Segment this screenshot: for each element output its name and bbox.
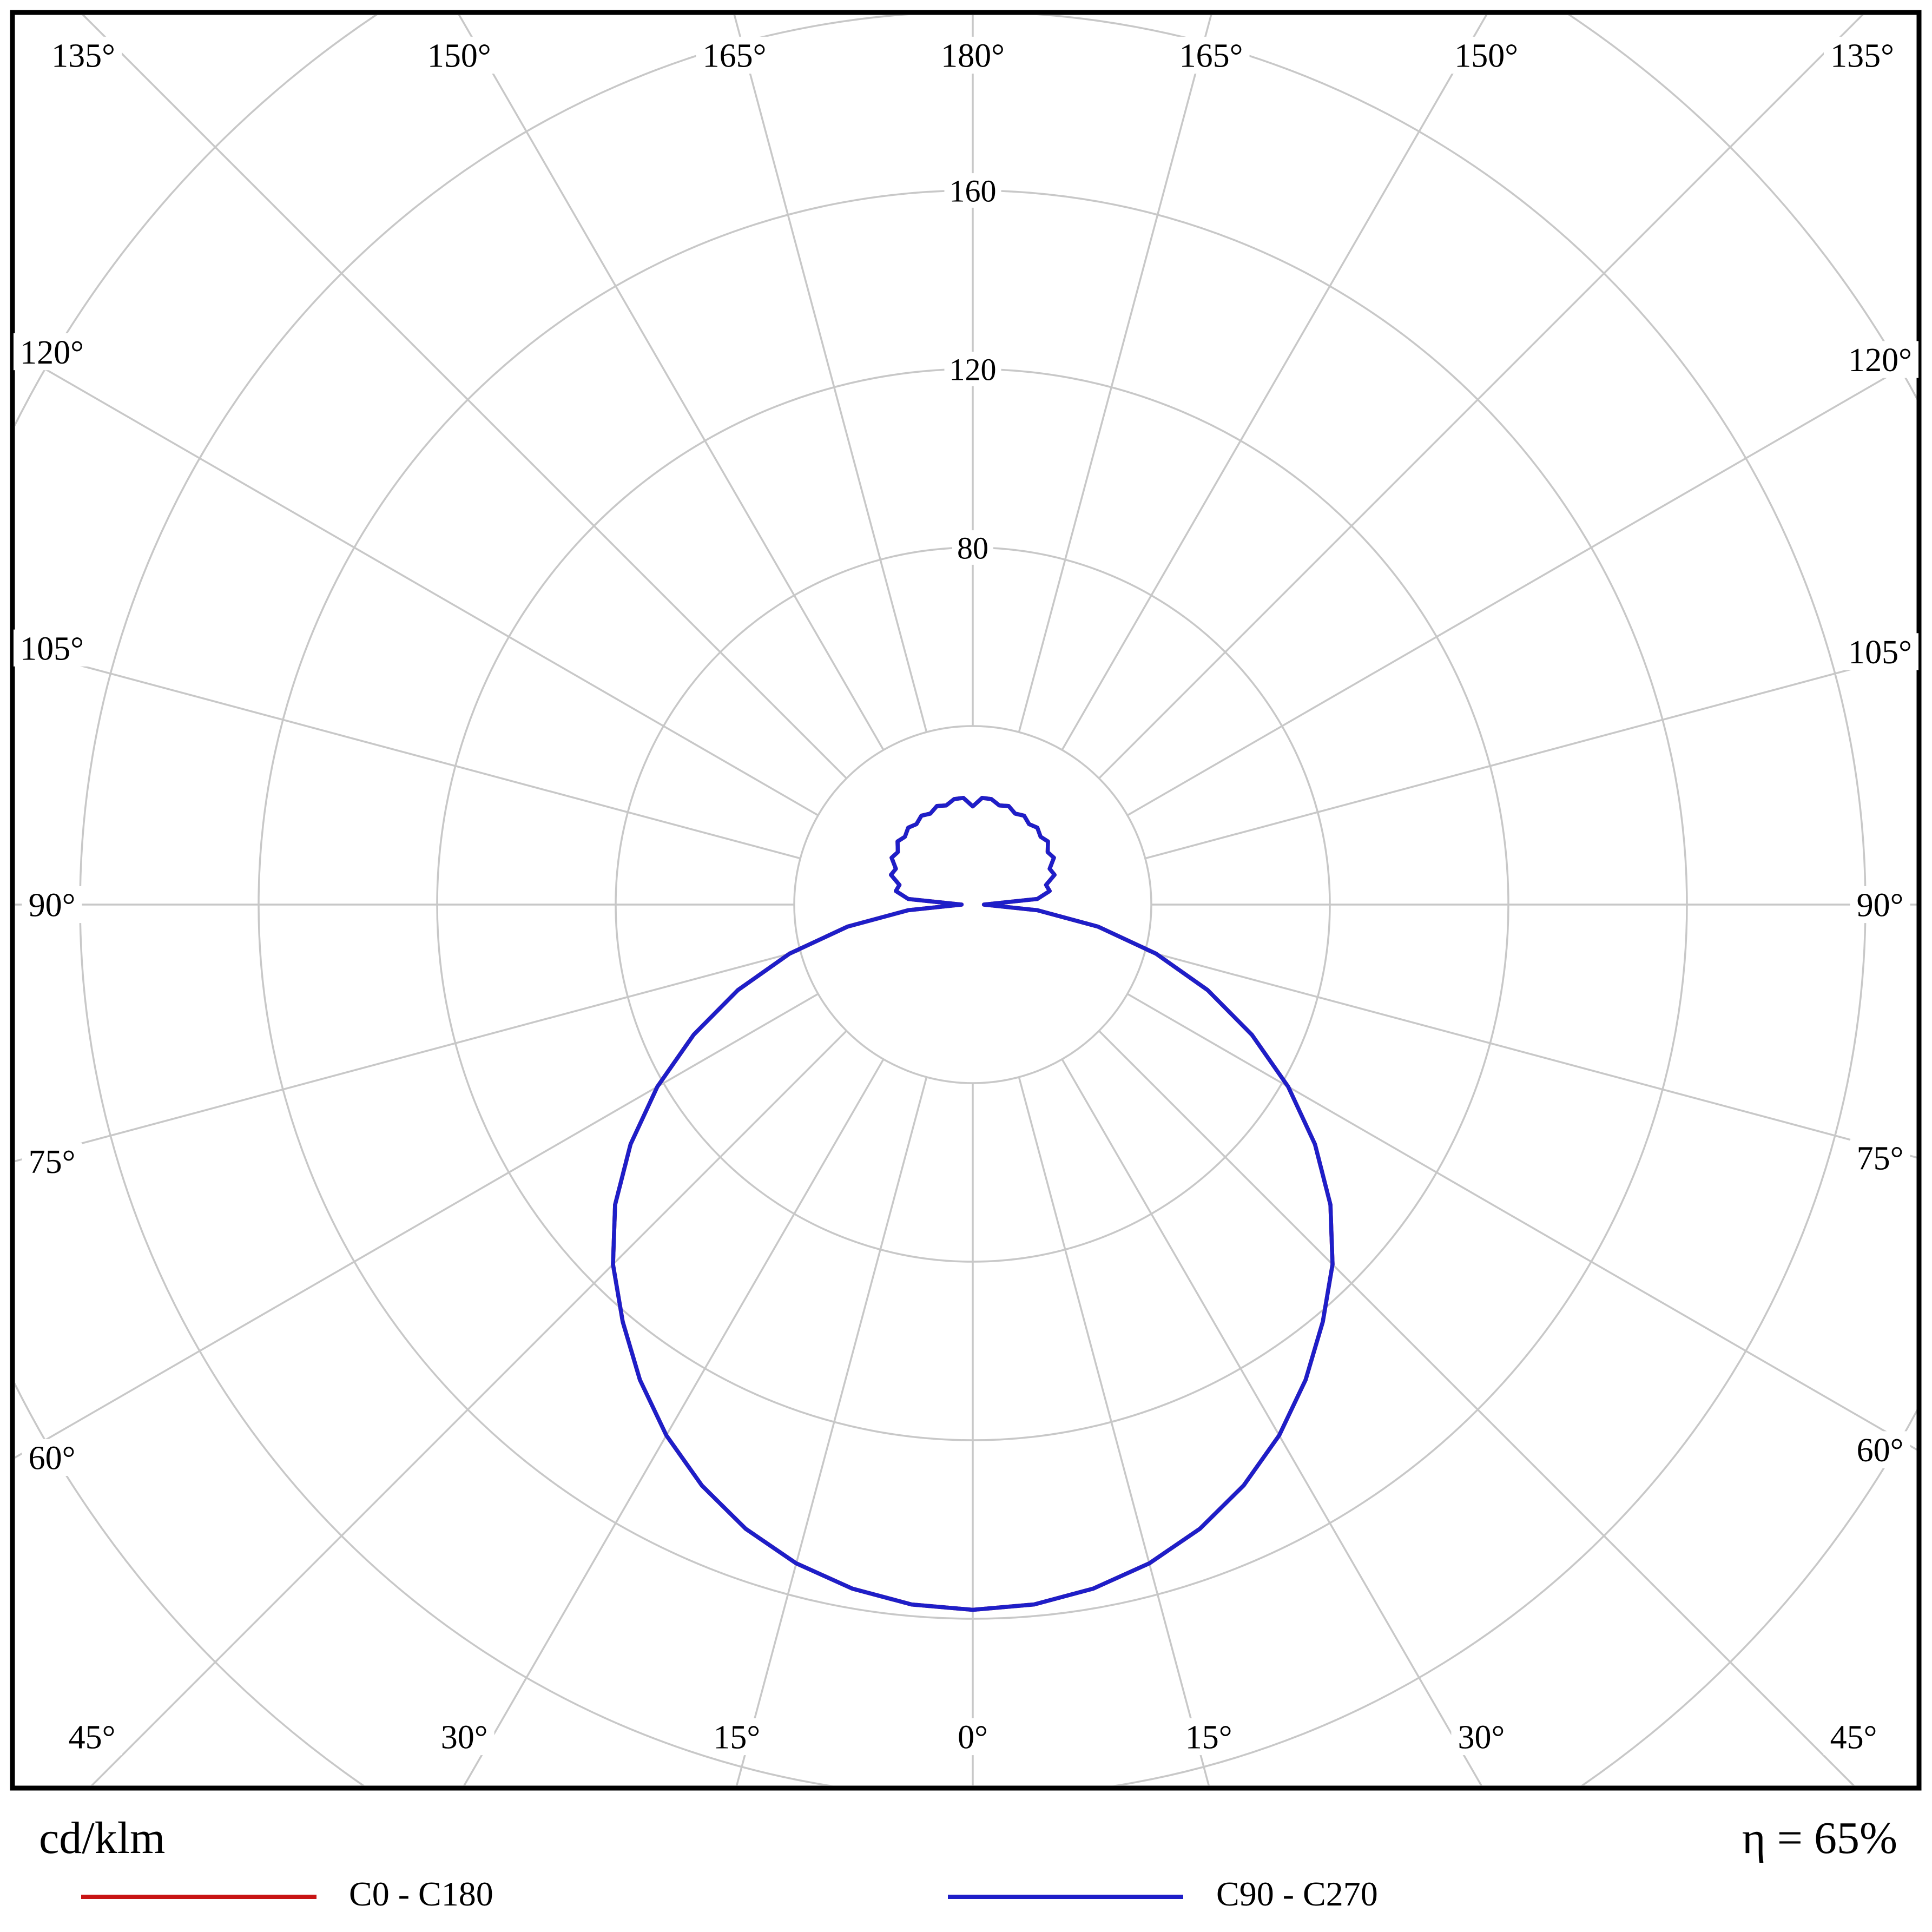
angle-tick-label: 0° xyxy=(958,1719,988,1756)
angle-tick-label: 135° xyxy=(51,38,115,75)
angle-grid-line xyxy=(82,15,847,779)
angle-tick-label-bg xyxy=(420,36,498,74)
angle-grid-line xyxy=(1145,650,1917,860)
angle-tick-label: 90° xyxy=(29,887,76,924)
angle-tick-label-bg xyxy=(1451,1718,1512,1756)
angle-tick-label-bg xyxy=(1448,36,1525,74)
angle-tick-label: 15° xyxy=(1185,1719,1232,1756)
angle-tick-label: 90° xyxy=(1857,887,1904,924)
angle-grid-line xyxy=(90,1030,847,1785)
angle-tick-label: 150° xyxy=(427,38,491,75)
angle-grid-line xyxy=(15,993,819,1459)
legend-label-c90-c270: C90 - C270 xyxy=(1216,1875,1378,1913)
angle-grid-line xyxy=(463,1058,885,1785)
angle-tick-label-bg xyxy=(1842,341,1918,378)
angle-grid-line xyxy=(1098,1030,1855,1785)
angle-tick-label-bg xyxy=(707,1718,767,1756)
angle-tick-label-bg xyxy=(22,886,82,924)
angle-grid-line xyxy=(1061,15,1488,751)
angle-tick-label-bg xyxy=(1850,1139,1910,1176)
angle-tick-label-bg xyxy=(22,1143,82,1180)
angle-grid-line xyxy=(735,1077,928,1785)
angle-grid-line xyxy=(1061,1058,1482,1785)
angle-tick-label: 60° xyxy=(29,1440,76,1477)
radial-tick-label-bg xyxy=(952,530,993,565)
angle-tick-label: 165° xyxy=(703,38,767,75)
angle-tick-label-bg xyxy=(1172,36,1250,74)
angle-tick-label: 30° xyxy=(441,1719,488,1756)
angle-tick-label: 15° xyxy=(713,1719,760,1756)
angle-grid-line xyxy=(15,351,819,816)
angle-grid-line xyxy=(1018,15,1212,733)
angle-tick-label-bg xyxy=(934,36,1011,74)
angle-grid-line xyxy=(15,949,801,1163)
angle-grid-line xyxy=(733,15,928,733)
chart-frame xyxy=(10,10,1922,1791)
angle-tick-label-bg xyxy=(1842,633,1918,670)
angle-tick-label-bg xyxy=(1850,1431,1910,1468)
radial-tick-label: 80 xyxy=(957,530,988,565)
radial-grid-ring xyxy=(793,725,1152,1084)
angle-tick-label: 105° xyxy=(20,630,84,667)
angle-tick-label-bg xyxy=(14,629,90,667)
angle-tick-label-bg xyxy=(1823,1718,1884,1756)
angle-tick-label-bg xyxy=(696,36,773,74)
angle-tick-label-bg xyxy=(434,1718,494,1756)
angle-grid-line xyxy=(1126,993,1917,1451)
angle-tick-label: 165° xyxy=(1179,38,1243,75)
angle-tick-label: 45° xyxy=(69,1719,116,1756)
angle-tick-label: 120° xyxy=(20,334,84,371)
radial-tick-label: 160 xyxy=(949,173,997,208)
angle-tick-label-bg xyxy=(45,36,122,74)
radial-tick-label-bg xyxy=(944,173,1001,208)
angle-tick-label-bg xyxy=(22,1439,82,1476)
angle-tick-label: 120° xyxy=(1848,342,1912,379)
angle-tick-label: 105° xyxy=(1848,634,1912,671)
unit-label: cd/klm xyxy=(39,1813,166,1863)
angle-grid-line xyxy=(1126,358,1917,816)
angle-tick-label-bg xyxy=(951,1718,994,1756)
angle-tick-label: 30° xyxy=(1458,1719,1505,1756)
angle-grid-line xyxy=(458,15,885,751)
angle-grid-line xyxy=(15,647,801,860)
legend-line-c90-c270-icon xyxy=(948,1895,1183,1899)
angle-tick-label: 150° xyxy=(1454,38,1518,75)
angle-tick-label-bg xyxy=(1850,886,1910,924)
angle-tick-label: 135° xyxy=(1830,38,1894,75)
angle-tick-label-bg xyxy=(1824,36,1901,74)
angle-tick-label: 75° xyxy=(29,1144,76,1181)
angle-tick-label-bg xyxy=(14,333,90,371)
legend: C0 - C180 C90 - C270 xyxy=(0,1872,1932,1926)
angle-tick-label: 45° xyxy=(1830,1719,1877,1756)
angle-grid-line xyxy=(1098,15,1864,779)
angle-grid-line xyxy=(1018,1077,1210,1785)
legend-line-c0-c180-icon xyxy=(81,1895,316,1899)
efficiency-label: η = 65% xyxy=(1742,1813,1897,1863)
angle-tick-label-bg xyxy=(62,1718,122,1756)
legend-label-c0-c180: C0 - C180 xyxy=(349,1875,493,1913)
angle-tick-label-bg xyxy=(1178,1718,1239,1756)
curve-c90-c270 xyxy=(611,796,1335,1612)
angle-grid-line xyxy=(1145,949,1917,1159)
angle-tick-label: 75° xyxy=(1857,1140,1904,1177)
radial-tick-label-bg xyxy=(944,352,1001,386)
angle-tick-label: 60° xyxy=(1857,1432,1904,1469)
radial-tick-label: 120 xyxy=(949,352,997,387)
angle-tick-label: 180° xyxy=(941,38,1005,75)
